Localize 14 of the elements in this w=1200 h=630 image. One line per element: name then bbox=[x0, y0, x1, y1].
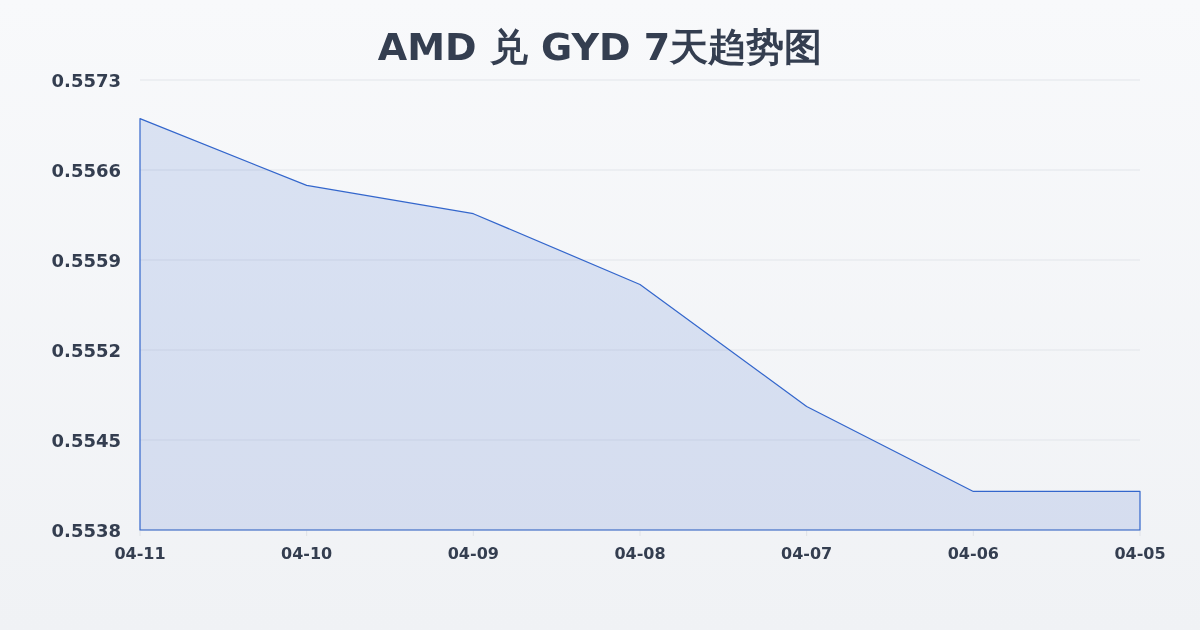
y-tick-label: 0.5559 bbox=[51, 249, 121, 271]
x-tick-label: 04-05 bbox=[1114, 544, 1166, 563]
x-tick-label: 04-08 bbox=[614, 544, 666, 563]
x-tick-label: 04-11 bbox=[114, 544, 166, 563]
x-tick-label: 04-09 bbox=[447, 544, 499, 563]
x-tick-label: 04-10 bbox=[281, 544, 333, 563]
y-tick-label: 0.5566 bbox=[51, 159, 121, 181]
chart-title: AMD 兑 GYD 7天趋势图 bbox=[377, 25, 823, 69]
y-tick-label: 0.5545 bbox=[51, 429, 121, 451]
x-tick-label: 04-06 bbox=[947, 544, 999, 563]
x-tick-label: 04-07 bbox=[781, 544, 833, 563]
y-tick-label: 0.5573 bbox=[51, 69, 121, 91]
y-tick-label: 0.5552 bbox=[51, 339, 121, 361]
y-tick-label: 0.5538 bbox=[51, 519, 121, 541]
